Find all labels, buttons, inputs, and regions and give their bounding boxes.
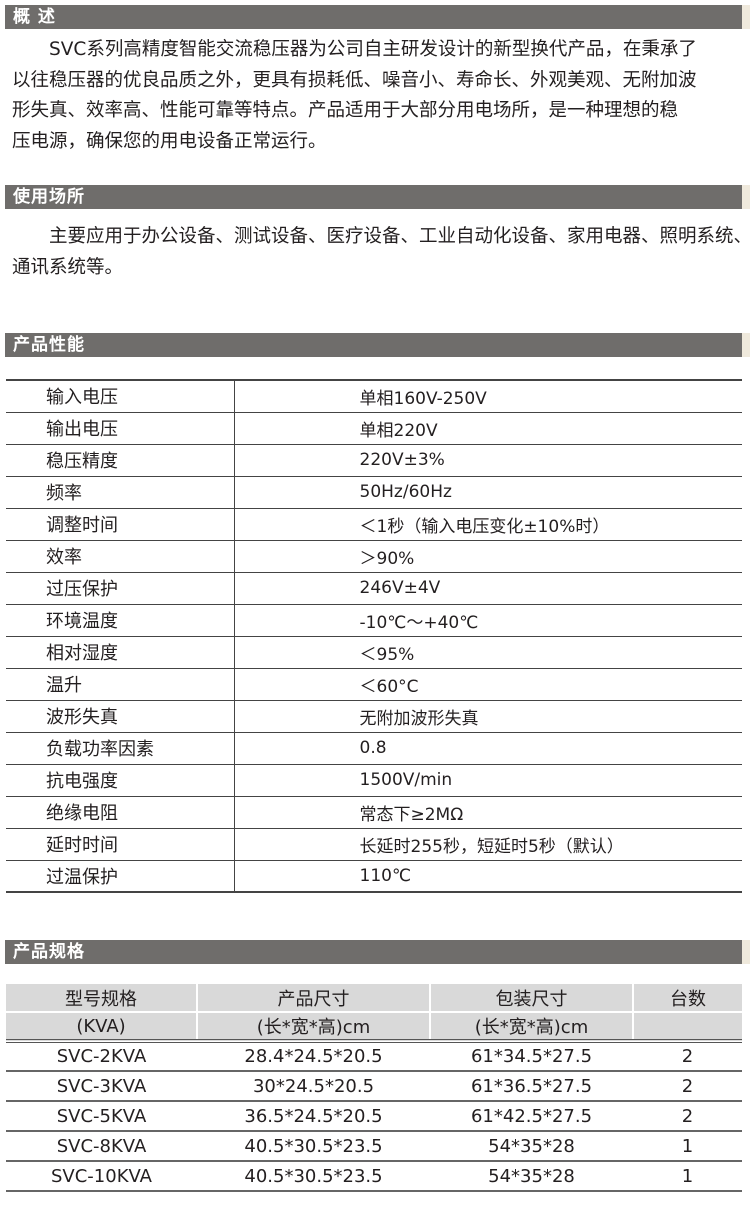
table-cell: 30*24.5*20.5 xyxy=(197,1071,430,1102)
spec-value: -10℃～+40℃ xyxy=(234,603,742,637)
section-header-performance: 产品性能 xyxy=(5,333,750,357)
table-row: 抗电强度 1500V/min xyxy=(6,763,742,797)
text-line: 压电源，确保您的用电设备正常运行。 xyxy=(12,130,327,152)
table-row: SVC-3KVA 30*24.5*20.5 61*36.5*27.5 2 xyxy=(6,1071,742,1102)
spec-label: 频率 xyxy=(6,475,235,509)
table-row: 绝缘电阻 常态下≥2MΩ xyxy=(6,795,742,829)
table-row: 温升 ＜60°C xyxy=(6,667,742,701)
spec-label: 绝缘电阻 xyxy=(6,795,235,829)
column-header: 型号规格 xyxy=(6,984,197,1012)
table-row: 输入电压 单相160V-250V xyxy=(6,379,742,413)
spec-label: 输入电压 xyxy=(6,379,235,413)
spec-label: 抗电强度 xyxy=(6,763,235,797)
spec-value: 0.8 xyxy=(234,731,742,765)
section-header-specs: 产品规格 xyxy=(5,940,750,964)
spec-label: 波形失真 xyxy=(6,699,235,733)
spec-value: ＜95% xyxy=(234,635,742,669)
spec-label: 稳压精度 xyxy=(6,443,235,477)
spec-value: ＜60°C xyxy=(234,667,742,701)
spec-label: 相对湿度 xyxy=(6,635,235,669)
text-line: 形失真、效率高、性能可靠等特点。产品适用于大部分用电场所，是一种理想的稳 xyxy=(12,100,679,121)
spec-value: 1500V/min xyxy=(234,763,742,797)
header-row: (KVA) (长*宽*高)cm (长*宽*高)cm xyxy=(6,1011,742,1043)
spec-label: 输出电压 xyxy=(6,411,235,445)
spec-value: 246V±4V xyxy=(234,571,742,605)
spec-label: 延时时间 xyxy=(6,827,235,861)
spec-label: 负载功率因素 xyxy=(6,731,235,765)
spec-value: 单相160V-250V xyxy=(234,379,742,413)
column-header xyxy=(632,1011,742,1043)
usage-paragraph: 主要应用于办公设备、测试设备、医疗设备、工业自动化设备、家用电器、照明系统、 通… xyxy=(12,222,750,283)
section-header-usage: 使用场所 xyxy=(5,185,750,209)
text-line: SVC系列高精度智能交流稳压器为公司自主研发设计的新型换代产品，在秉承了 xyxy=(12,39,697,60)
table-cell: 1 xyxy=(633,1161,742,1192)
table-row: 波形失真 无附加波形失真 xyxy=(6,699,742,733)
table-row: 过压保护 246V±4V xyxy=(6,571,742,605)
spec-label: 调整时间 xyxy=(6,507,235,541)
table-cell: 61*36.5*27.5 xyxy=(430,1071,633,1102)
section-header-overview: 概 述 xyxy=(5,5,750,29)
column-header: 台数 xyxy=(632,984,742,1012)
specs-table: 型号规格 产品尺寸 包装尺寸 台数 (KVA) (长*宽*高)cm (长*宽*高)cm SVC… xyxy=(6,984,742,1192)
table-cell: 61*34.5*27.5 xyxy=(430,1041,633,1072)
table-row: 延时时间 长延时255秒，短延时5秒（默认） xyxy=(6,827,742,861)
overview-paragraph: SVC系列高精度智能交流稳压器为公司自主研发设计的新型换代产品，在秉承了 以往稳… xyxy=(12,35,742,157)
table-cell: SVC-10KVA xyxy=(6,1161,197,1192)
spec-value: 220V±3% xyxy=(234,443,742,477)
table-row: 频率 50Hz/60Hz xyxy=(6,475,742,509)
column-header: (长*宽*高)cm xyxy=(429,1011,633,1043)
table-row: SVC-10KVA 40.5*30.5*23.5 54*35*28 1 xyxy=(6,1161,742,1192)
table-cell: SVC-2KVA xyxy=(6,1041,197,1072)
table-row: SVC-5KVA 36.5*24.5*20.5 61*42.5*27.5 2 xyxy=(6,1101,742,1132)
text-line: 主要应用于办公设备、测试设备、医疗设备、工业自动化设备、家用电器、照明系统、 xyxy=(12,226,750,247)
table-row: 效率 ＞90% xyxy=(6,539,742,573)
table-cell: SVC-5KVA xyxy=(6,1101,197,1132)
text-line: 以往稳压器的优良品质之外，更具有损耗低、噪音小、寿命长、外观美观、无附加波 xyxy=(12,69,697,91)
header-row: 型号规格 产品尺寸 包装尺寸 台数 xyxy=(6,984,742,1012)
spec-value: 110℃ xyxy=(234,859,742,893)
spec-label: 过温保护 xyxy=(6,859,235,893)
table-row: 过温保护 110℃ xyxy=(6,859,742,893)
column-header: (KVA) xyxy=(6,1011,197,1043)
spec-label: 温升 xyxy=(6,667,235,701)
text-line: 通讯系统等。 xyxy=(12,256,124,278)
table-cell: SVC-3KVA xyxy=(6,1071,197,1102)
table-cell: 40.5*30.5*23.5 xyxy=(197,1161,430,1192)
spec-value: 常态下≥2MΩ xyxy=(234,795,742,829)
table-cell: 61*42.5*27.5 xyxy=(430,1101,633,1132)
table-cell: SVC-8KVA xyxy=(6,1131,197,1162)
table-row: 稳压精度 220V±3% xyxy=(6,443,742,477)
spec-value: 长延时255秒，短延时5秒（默认） xyxy=(234,827,742,861)
performance-table: 输入电压 单相160V-250V 输出电压 单相220V 稳压精度 220V±3% 频率 50… xyxy=(6,379,742,893)
table-row: 相对湿度 ＜95% xyxy=(6,635,742,669)
table-cell: 1 xyxy=(633,1131,742,1162)
table-cell: 2 xyxy=(633,1041,742,1072)
column-header: 包装尺寸 xyxy=(429,984,633,1012)
table-cell: 36.5*24.5*20.5 xyxy=(197,1101,430,1132)
table-cell: 40.5*30.5*23.5 xyxy=(197,1131,430,1162)
spec-value: ＜1秒（输入电压变化±10%时） xyxy=(234,507,742,541)
table-cell: 28.4*24.5*20.5 xyxy=(197,1041,430,1072)
spec-label: 环境温度 xyxy=(6,603,235,637)
table-cell: 2 xyxy=(633,1071,742,1102)
spec-label: 过压保护 xyxy=(6,571,235,605)
table-row: SVC-2KVA 28.4*24.5*20.5 61*34.5*27.5 2 xyxy=(6,1041,742,1072)
table-row: SVC-8KVA 40.5*30.5*23.5 54*35*28 1 xyxy=(6,1131,742,1162)
column-header: (长*宽*高)cm xyxy=(196,1011,430,1043)
spec-value: ＞90% xyxy=(234,539,742,573)
spec-value: 单相220V xyxy=(234,411,742,445)
table-cell: 54*35*28 xyxy=(430,1161,633,1192)
table-cell: 2 xyxy=(633,1101,742,1132)
table-row: 负载功率因素 0.8 xyxy=(6,731,742,765)
table-row: 输出电压 单相220V xyxy=(6,411,742,445)
table-row: 环境温度 -10℃～+40℃ xyxy=(6,603,742,637)
column-header: 产品尺寸 xyxy=(196,984,430,1012)
spec-value: 50Hz/60Hz xyxy=(234,475,742,509)
table-row: 调整时间 ＜1秒（输入电压变化±10%时） xyxy=(6,507,742,541)
spec-label: 效率 xyxy=(6,539,235,573)
spec-value: 无附加波形失真 xyxy=(234,699,742,733)
table-cell: 54*35*28 xyxy=(430,1131,633,1162)
